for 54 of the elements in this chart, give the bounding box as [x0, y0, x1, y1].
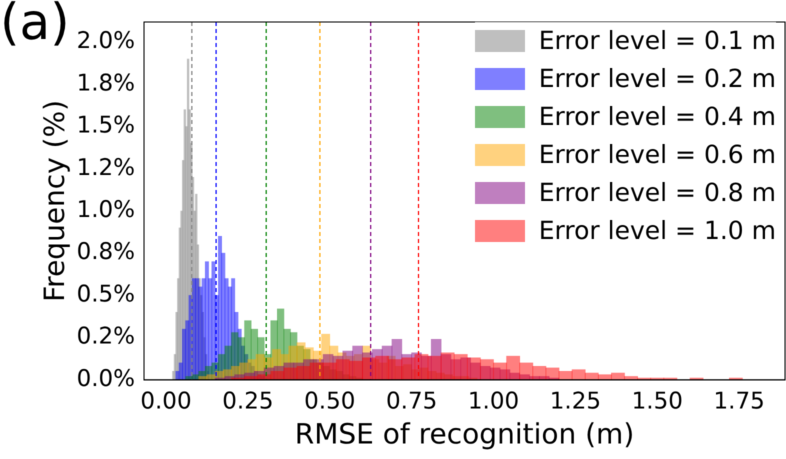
bar	[480, 359, 494, 380]
bar	[584, 372, 599, 380]
y-tick-label: 1.8%	[76, 70, 136, 96]
bar	[414, 354, 428, 380]
bar	[506, 356, 520, 380]
legend-label: Error level = 0.8 m	[538, 177, 776, 209]
bar	[624, 376, 638, 380]
x-tick-label: 0.00	[140, 388, 192, 415]
legend-label: Error level = 0.4 m	[538, 101, 776, 133]
x-tick-label: 0.50	[304, 388, 356, 415]
bar	[284, 368, 298, 380]
y-axis-title: Frequency (%)	[38, 100, 72, 302]
y-tick-label: 0.8%	[76, 239, 136, 266]
bar	[572, 369, 586, 380]
y-tick-label: 0.0%	[76, 366, 136, 392]
y-tick-label: 1.5%	[76, 112, 136, 139]
x-axis-title: RMSE of recognition (m)	[294, 417, 634, 450]
bar	[493, 362, 507, 380]
bar	[322, 362, 337, 380]
bar	[401, 358, 416, 380]
x-tick-label: 1.50	[632, 388, 683, 415]
bar	[611, 372, 625, 380]
bar	[558, 371, 572, 380]
bar	[454, 354, 468, 380]
x-tick-label: 0.25	[222, 388, 274, 415]
legend-label: Error level = 0.2 m	[538, 63, 776, 95]
bar	[270, 371, 284, 380]
y-tick-label: 1.2%	[76, 154, 136, 181]
bar	[336, 359, 350, 380]
legend-label: Error level = 1.0 m	[538, 215, 776, 247]
bar	[466, 358, 481, 380]
bar	[388, 359, 402, 380]
text: (a)	[0, 0, 70, 52]
bar	[375, 356, 390, 380]
bar	[257, 374, 272, 380]
y-tick-label: 1.0%	[76, 196, 136, 223]
x-tick-label: 1.00	[468, 388, 520, 415]
bar	[532, 366, 546, 380]
bar	[428, 356, 442, 380]
bar	[546, 368, 560, 380]
x-tick-label: 1.75	[714, 388, 765, 415]
bar	[349, 360, 363, 380]
legend-label: Error level = 0.1 m	[538, 25, 776, 57]
y-tick-label: 0.2%	[76, 324, 136, 350]
bar	[310, 362, 324, 380]
y-tick-label: 2.0%	[76, 28, 136, 54]
bar	[362, 358, 376, 380]
bar	[440, 352, 455, 380]
x-tick-label: 1.25	[550, 388, 601, 415]
bar	[296, 366, 310, 380]
bar	[519, 362, 534, 380]
legend-label: Error level = 0.6 m	[538, 139, 776, 171]
x-tick-label: 0.75	[386, 388, 438, 415]
y-tick-label: 0.5%	[76, 281, 136, 308]
